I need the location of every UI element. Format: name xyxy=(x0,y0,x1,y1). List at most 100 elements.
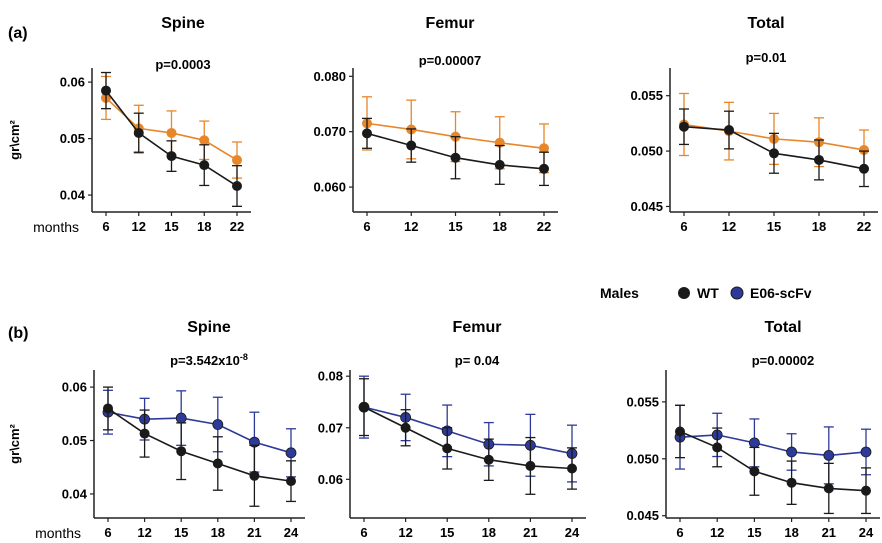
data-point xyxy=(359,402,369,413)
x-tick-label: 6 xyxy=(104,525,111,540)
data-point xyxy=(861,485,871,496)
x-tick-label: 21 xyxy=(247,525,261,540)
data-point xyxy=(712,442,723,453)
x-tick-label: 18 xyxy=(197,219,211,234)
data-point xyxy=(139,428,150,439)
data-point xyxy=(199,135,210,146)
x-tick-label: 15 xyxy=(747,525,761,540)
data-point xyxy=(176,446,187,457)
data-point xyxy=(450,152,461,163)
series-line xyxy=(679,434,867,457)
x-tick-label: 15 xyxy=(440,525,454,540)
y-tick-label: 0.050 xyxy=(630,144,663,159)
data-point xyxy=(786,446,797,458)
y-axis-label: gr\cm² xyxy=(7,423,22,463)
data-point xyxy=(103,403,113,414)
data-point xyxy=(679,121,689,132)
y-tick-label: 0.06 xyxy=(318,472,343,487)
x-tick-label: 15 xyxy=(174,525,188,540)
x-tick-label: 12 xyxy=(132,219,146,234)
data-point xyxy=(567,463,577,474)
series-wt xyxy=(679,108,869,188)
series-line xyxy=(107,411,292,454)
series-blue xyxy=(674,404,872,485)
series-wt xyxy=(675,404,871,515)
y-tick-label: 0.04 xyxy=(62,486,88,501)
data-point xyxy=(400,422,411,433)
y-tick-label: 0.045 xyxy=(630,199,663,214)
legend-e06-label: E06-scFv xyxy=(750,285,812,301)
x-tick-label: 22 xyxy=(857,219,871,234)
y-tick-label: 0.08 xyxy=(318,369,343,384)
data-point xyxy=(539,163,549,174)
series-wt xyxy=(103,386,296,507)
legend-wt-marker xyxy=(678,287,690,299)
data-point xyxy=(823,449,835,461)
y-tick-label: 0.06 xyxy=(60,75,85,90)
data-point xyxy=(232,181,242,192)
p-value: p=0.0003 xyxy=(155,57,210,72)
data-point xyxy=(539,143,549,154)
x-tick-label: 21 xyxy=(822,525,836,540)
data-point xyxy=(859,144,869,155)
x-tick-label: 6 xyxy=(102,219,109,234)
data-point xyxy=(769,148,779,159)
series-wt xyxy=(101,71,242,208)
x-tick-label: 22 xyxy=(537,219,551,234)
x-tick-label: 6 xyxy=(360,525,367,540)
data-point xyxy=(823,483,834,494)
data-point xyxy=(525,460,536,471)
x-tick-label: 24 xyxy=(284,525,299,540)
chart-title: Spine xyxy=(161,15,205,32)
data-point xyxy=(175,412,187,424)
panel-label-a: (a) xyxy=(8,25,28,42)
data-point xyxy=(166,151,177,162)
legend: Males WT E06-scFv xyxy=(600,285,812,301)
data-point xyxy=(786,477,797,488)
y-tick-label: 0.070 xyxy=(313,124,346,139)
p-value: p=0.00002 xyxy=(752,353,815,368)
series-wt xyxy=(359,378,577,495)
data-point xyxy=(749,466,760,477)
chart-title: Total xyxy=(747,15,784,32)
x-tick-label: 18 xyxy=(493,219,507,234)
y-tick-label: 0.05 xyxy=(62,433,87,448)
chart-b-femur: Femur p= 0.04 0.06 0.07 0.08 6 12 15 18 21 24 xyxy=(318,319,586,540)
x-tick-label: 6 xyxy=(676,525,683,540)
x-tick-label: 12 xyxy=(137,525,151,540)
chart-a-spine: Spine p=0.0003 0.04 0.05 0.06 6 12 15 18 22 gr\cm²… xyxy=(7,15,251,235)
legend-e06-marker xyxy=(730,286,744,300)
chart-b-spine: Spine p=3.542x10-8 0.04 0.05 0.06 6 12 15 18 21 24… xyxy=(7,319,305,541)
series-line xyxy=(363,406,573,470)
p-value: p=0.01 xyxy=(746,50,787,65)
chart-a-femur: Femur p=0.00007 0.060 0.070 0.080 6 12 15 18 22 xyxy=(313,15,558,234)
data-point xyxy=(675,426,685,437)
x-axis-months-label: months xyxy=(35,525,81,541)
p-value-exponent: -8 xyxy=(240,352,248,362)
p-value: p=0.00007 xyxy=(419,53,482,68)
x-tick-label: 24 xyxy=(859,525,874,540)
y-tick-label: 0.060 xyxy=(313,180,346,195)
series-line xyxy=(107,407,292,482)
data-point xyxy=(232,155,242,166)
data-point xyxy=(212,419,224,430)
chart-a-total: Total p=0.01 0.045 0.050 0.055 6 12 15 18 22 xyxy=(630,15,878,234)
y-tick-label: 0.050 xyxy=(626,451,659,466)
x-tick-label: 21 xyxy=(523,525,537,540)
series-line xyxy=(679,430,867,492)
x-tick-label: 12 xyxy=(398,525,412,540)
data-point xyxy=(133,127,144,138)
charts: Spine p=0.0003 0.04 0.05 0.06 6 12 15 18 22 gr\cm²… xyxy=(7,15,880,541)
data-point xyxy=(494,159,505,170)
data-point xyxy=(249,470,260,481)
panel-label-b: (b) xyxy=(8,325,28,342)
x-tick-label: 22 xyxy=(230,219,244,234)
data-point xyxy=(814,154,824,165)
data-point xyxy=(166,127,177,138)
series-wt xyxy=(362,117,549,187)
y-axis-label: gr\cm² xyxy=(7,119,22,159)
x-tick-label: 18 xyxy=(482,525,496,540)
data-point xyxy=(285,447,297,459)
chart-b-total: Total p=0.00002 0.045 0.050 0.055 6 12 15 18 21 24 xyxy=(626,319,880,540)
